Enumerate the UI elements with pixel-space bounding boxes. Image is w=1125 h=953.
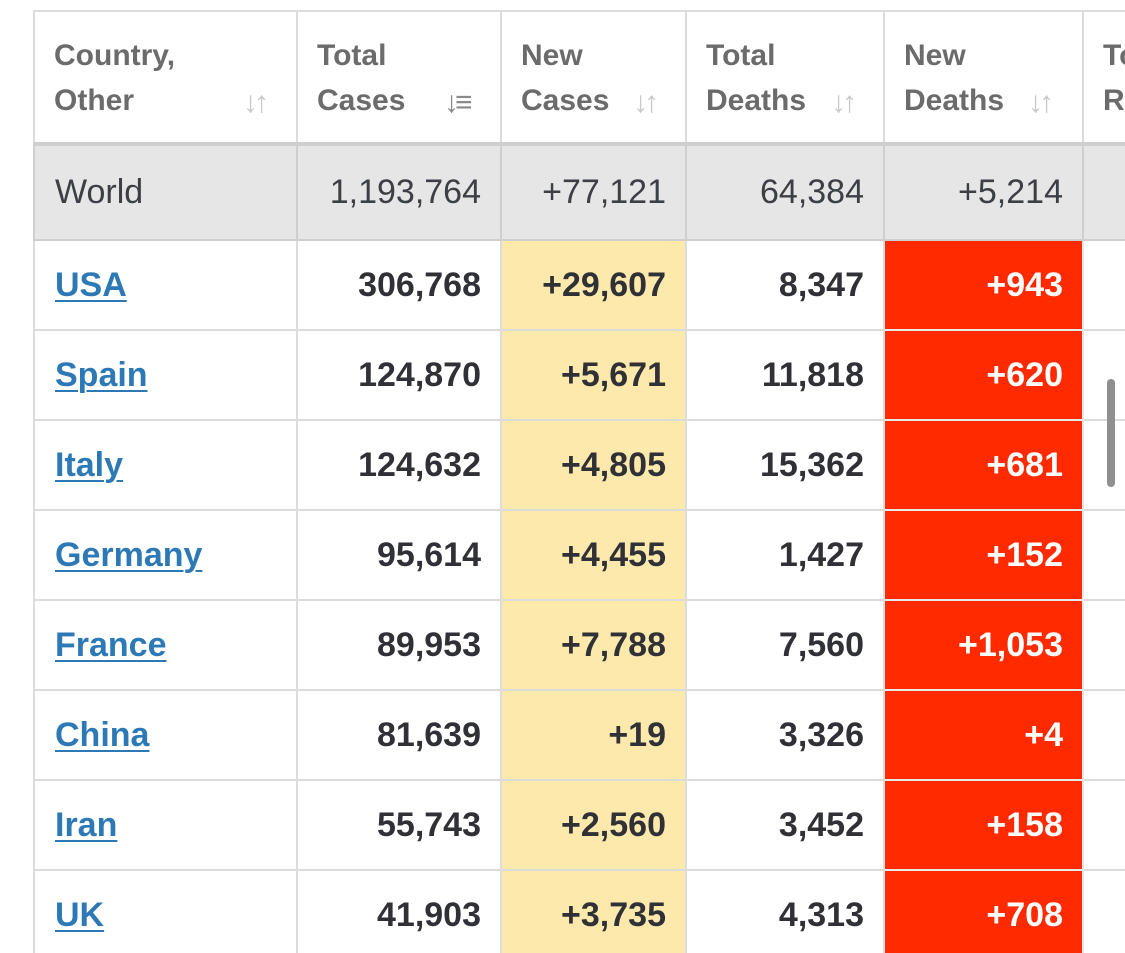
table-row: UK 41,903 +3,735 4,313 +708 bbox=[33, 869, 1125, 953]
total-deaths-cell: 1,427 bbox=[685, 509, 885, 601]
column-header-label: Total Deaths bbox=[706, 39, 807, 117]
column-header-total-deaths[interactable]: Total Deaths ↓↑ bbox=[685, 10, 885, 146]
total-recovered-cell bbox=[1082, 509, 1125, 601]
world-new-deaths-cell: +5,214 bbox=[883, 143, 1084, 241]
sort-arrows-icon[interactable]: ↓↑ bbox=[633, 86, 659, 119]
total-cases-cell: 89,953 bbox=[296, 599, 502, 691]
country-link[interactable]: Spain bbox=[55, 355, 148, 394]
column-header-new-cases[interactable]: New Cases ↓↑ bbox=[500, 10, 687, 146]
new-cases-cell: +29,607 bbox=[500, 239, 687, 331]
new-deaths-cell: +620 bbox=[883, 329, 1084, 421]
table-row: Germany 95,614 +4,455 1,427 +152 bbox=[33, 509, 1125, 601]
new-cases-cell: +2,560 bbox=[500, 779, 687, 871]
new-cases-cell: +19 bbox=[500, 689, 687, 781]
total-deaths-cell: 4,313 bbox=[685, 869, 885, 953]
total-cases-cell: 306,768 bbox=[296, 239, 502, 331]
country-link[interactable]: Iran bbox=[55, 805, 118, 844]
table-row: France 89,953 +7,788 7,560 +1,053 bbox=[33, 599, 1125, 691]
country-link[interactable]: Italy bbox=[55, 445, 124, 484]
sort-arrows-icon[interactable]: ↓↑ bbox=[831, 86, 857, 119]
table-row: Spain 124,870 +5,671 11,818 +620 bbox=[33, 329, 1125, 421]
table-row: China 81,639 +19 3,326 +4 bbox=[33, 689, 1125, 781]
world-total-recovered-cell bbox=[1082, 143, 1125, 241]
country-link[interactable]: China bbox=[55, 715, 150, 754]
new-deaths-cell: +1,053 bbox=[883, 599, 1084, 691]
new-cases-cell: +4,455 bbox=[500, 509, 687, 601]
country-cell: China bbox=[33, 689, 298, 781]
table-row: Italy 124,632 +4,805 15,362 +681 bbox=[33, 419, 1125, 511]
world-new-cases-cell: +77,121 bbox=[500, 143, 687, 241]
total-deaths-cell: 3,452 bbox=[685, 779, 885, 871]
table-row: Iran 55,743 +2,560 3,452 +158 bbox=[33, 779, 1125, 871]
total-recovered-cell bbox=[1082, 779, 1125, 871]
world-country-cell: World bbox=[33, 143, 298, 241]
total-cases-cell: 95,614 bbox=[296, 509, 502, 601]
country-cell: France bbox=[33, 599, 298, 691]
column-header-total-cases[interactable]: Total Cases ↓≡ bbox=[296, 10, 502, 146]
total-recovered-cell bbox=[1082, 419, 1125, 511]
new-deaths-cell: +681 bbox=[883, 419, 1084, 511]
new-cases-cell: +7,788 bbox=[500, 599, 687, 691]
total-cases-cell: 124,870 bbox=[296, 329, 502, 421]
coronavirus-stats-table: Country, Other ↓↑ Total Cases ↓≡ New Cas… bbox=[33, 10, 1125, 953]
country-link[interactable]: UK bbox=[55, 895, 105, 934]
total-recovered-cell bbox=[1082, 869, 1125, 953]
new-deaths-cell: +708 bbox=[883, 869, 1084, 953]
country-cell: UK bbox=[33, 869, 298, 953]
world-total-row: World 1,193,764 +77,121 64,384 +5,214 bbox=[33, 143, 1125, 241]
column-header-label: Country, Other bbox=[54, 39, 176, 117]
total-deaths-cell: 7,560 bbox=[685, 599, 885, 691]
total-deaths-cell: 11,818 bbox=[685, 329, 885, 421]
new-deaths-cell: +158 bbox=[883, 779, 1084, 871]
total-recovered-cell bbox=[1082, 599, 1125, 691]
column-header-label: New Deaths bbox=[904, 39, 1005, 117]
new-cases-cell: +4,805 bbox=[500, 419, 687, 511]
country-cell: Spain bbox=[33, 329, 298, 421]
country-cell: USA bbox=[33, 239, 298, 331]
sort-desc-icon[interactable]: ↓≡ bbox=[444, 86, 472, 119]
total-deaths-cell: 8,347 bbox=[685, 239, 885, 331]
new-deaths-cell: +152 bbox=[883, 509, 1084, 601]
column-header-new-deaths[interactable]: New Deaths ↓↑ bbox=[883, 10, 1084, 146]
column-header-label: Total Cases bbox=[317, 39, 406, 117]
country-link[interactable]: Germany bbox=[55, 535, 203, 574]
country-cell: Iran bbox=[33, 779, 298, 871]
column-header-total-recovered[interactable]: To R bbox=[1082, 10, 1125, 146]
world-total-cases-cell: 1,193,764 bbox=[296, 143, 502, 241]
total-deaths-cell: 15,362 bbox=[685, 419, 885, 511]
total-cases-cell: 124,632 bbox=[296, 419, 502, 511]
total-recovered-cell bbox=[1082, 689, 1125, 781]
total-cases-cell: 81,639 bbox=[296, 689, 502, 781]
country-link[interactable]: USA bbox=[55, 265, 127, 304]
total-cases-cell: 55,743 bbox=[296, 779, 502, 871]
country-cell: Italy bbox=[33, 419, 298, 511]
total-deaths-cell: 3,326 bbox=[685, 689, 885, 781]
column-header-label: New Cases bbox=[521, 39, 610, 117]
world-total-deaths-cell: 64,384 bbox=[685, 143, 885, 241]
total-recovered-cell bbox=[1082, 239, 1125, 331]
new-deaths-cell: +943 bbox=[883, 239, 1084, 331]
table-row: USA 306,768 +29,607 8,347 +943 bbox=[33, 239, 1125, 331]
vertical-scrollbar[interactable] bbox=[1107, 379, 1115, 487]
total-recovered-cell bbox=[1082, 329, 1125, 421]
country-link[interactable]: France bbox=[55, 625, 167, 664]
column-header-country[interactable]: Country, Other ↓↑ bbox=[33, 10, 298, 146]
country-cell: Germany bbox=[33, 509, 298, 601]
new-cases-cell: +3,735 bbox=[500, 869, 687, 953]
new-cases-cell: +5,671 bbox=[500, 329, 687, 421]
column-header-label: To R bbox=[1103, 39, 1125, 117]
table-header-row: Country, Other ↓↑ Total Cases ↓≡ New Cas… bbox=[33, 10, 1125, 146]
sort-arrows-icon[interactable]: ↓↑ bbox=[1028, 86, 1054, 119]
sort-arrows-icon[interactable]: ↓↑ bbox=[243, 86, 269, 119]
total-cases-cell: 41,903 bbox=[296, 869, 502, 953]
new-deaths-cell: +4 bbox=[883, 689, 1084, 781]
